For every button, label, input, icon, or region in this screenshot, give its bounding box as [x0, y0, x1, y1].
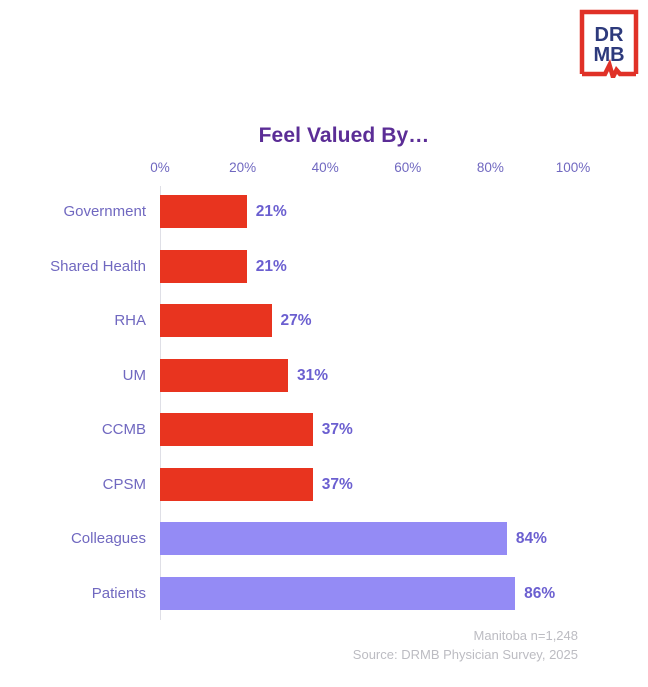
bar-government [160, 195, 247, 228]
bar-row: UM 31% [0, 358, 648, 392]
logo-line2: MB [593, 44, 624, 66]
sample-size-note: Manitoba n=1,248 [473, 628, 578, 643]
bar-colleagues [160, 522, 507, 555]
value-label-ccmb: 37% [321, 421, 353, 438]
value-label-rha: 27% [280, 312, 312, 329]
footnotes: Manitoba n=1,248 Source: DRMB Physician … [0, 626, 578, 664]
logo-line1: DR [595, 24, 624, 46]
value-label-colleagues: 84% [515, 530, 547, 547]
bar-patients [160, 576, 516, 610]
bar-ccmb [160, 413, 313, 446]
value-label-government: 21% [255, 203, 287, 220]
bar-cpsm [160, 467, 313, 501]
bar-shared-health [160, 249, 247, 283]
value-label-shared-health: 21% [255, 257, 287, 275]
bar-row: Shared Health 21% [0, 249, 648, 283]
category-label-cpsm: CPSM [102, 475, 146, 493]
x-tick-60: 60% [394, 160, 422, 175]
bar-row: CCMB 37% [0, 413, 648, 446]
category-label-shared-health: Shared Health [50, 257, 146, 275]
category-label-rha: RHA [114, 312, 146, 329]
source-note: Source: DRMB Physician Survey, 2025 [352, 647, 578, 662]
bar-row: CPSM 37% [0, 467, 648, 501]
bar-row: RHA 27% [0, 304, 648, 337]
bar-row: Colleagues 84% [0, 522, 648, 555]
x-tick-40: 40% [311, 160, 339, 175]
category-label-colleagues: Colleagues [70, 530, 146, 547]
x-tick-80: 80% [476, 160, 504, 175]
x-tick-100: 100% [555, 160, 591, 175]
category-label-um: UM [122, 366, 146, 384]
x-axis-baseline [160, 186, 161, 620]
drmb-logo: DR MB [578, 8, 640, 78]
bar-um [160, 358, 289, 392]
category-label-ccmb: CCMB [101, 421, 146, 438]
x-tick-0: 0% [150, 160, 170, 175]
value-label-patients: 86% [524, 584, 556, 602]
value-label-cpsm: 37% [321, 475, 353, 493]
category-label-patients: Patients [91, 584, 146, 602]
chart-title: Feel Valued By… [258, 124, 430, 147]
x-tick-20: 20% [229, 160, 257, 175]
bar-rha [160, 304, 272, 337]
bar-row: Government 21% [0, 195, 648, 228]
bar-row: Patients 86% [0, 576, 648, 610]
value-label-um: 31% [297, 366, 329, 384]
category-label-government: Government [63, 203, 146, 220]
